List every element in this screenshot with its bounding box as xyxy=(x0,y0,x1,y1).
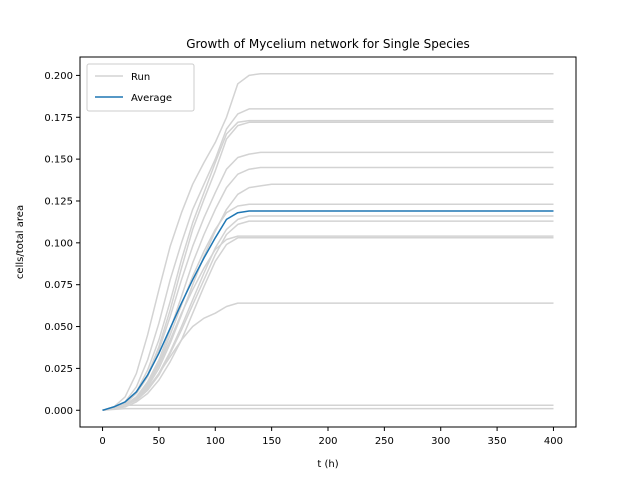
x-tick-label: 400 xyxy=(544,436,563,447)
y-tick-label: 0.025 xyxy=(44,364,73,375)
y-tick-label: 0.050 xyxy=(44,322,73,333)
y-tick-label: 0.175 xyxy=(44,113,73,124)
run-line-15 xyxy=(102,407,554,412)
x-tick-label: 50 xyxy=(153,436,166,447)
x-axis-label: t (h) xyxy=(317,459,338,470)
x-tick-label: 150 xyxy=(262,436,281,447)
y-tick-label: 0.000 xyxy=(44,406,73,417)
average-line xyxy=(102,210,554,412)
x-tick-label: 200 xyxy=(318,436,337,447)
y-tick-label: 0.200 xyxy=(44,71,73,82)
legend-run-label: Run xyxy=(131,72,150,83)
legend-average-label: Average xyxy=(131,93,172,104)
x-tick-label: 300 xyxy=(431,436,450,447)
y-tick-label: 0.100 xyxy=(44,238,73,249)
y-tick-label: 0.125 xyxy=(44,196,73,207)
y-tick-label: 0.075 xyxy=(44,280,73,291)
run-line-1 xyxy=(102,72,554,412)
run-line-2 xyxy=(102,108,554,412)
chart-title: Growth of Mycelium network for Single Sp… xyxy=(186,37,470,51)
x-tick-label: 0 xyxy=(99,436,105,447)
y-axis-label: cells/total area xyxy=(15,205,26,279)
x-tick-label: 250 xyxy=(375,436,394,447)
legend: Run Average xyxy=(86,63,195,112)
y-tick-label: 0.150 xyxy=(44,155,73,166)
x-axis: 0 50 100 150 200 250 300 350 400 xyxy=(99,427,563,447)
run-line-13 xyxy=(102,302,554,412)
run-line-5 xyxy=(102,151,554,412)
series-layer xyxy=(102,72,554,412)
x-tick-label: 100 xyxy=(206,436,225,447)
x-tick-label: 350 xyxy=(488,436,507,447)
y-axis: 0.000 0.025 0.050 0.075 0.100 0.125 0.150 0.175… xyxy=(44,71,80,417)
